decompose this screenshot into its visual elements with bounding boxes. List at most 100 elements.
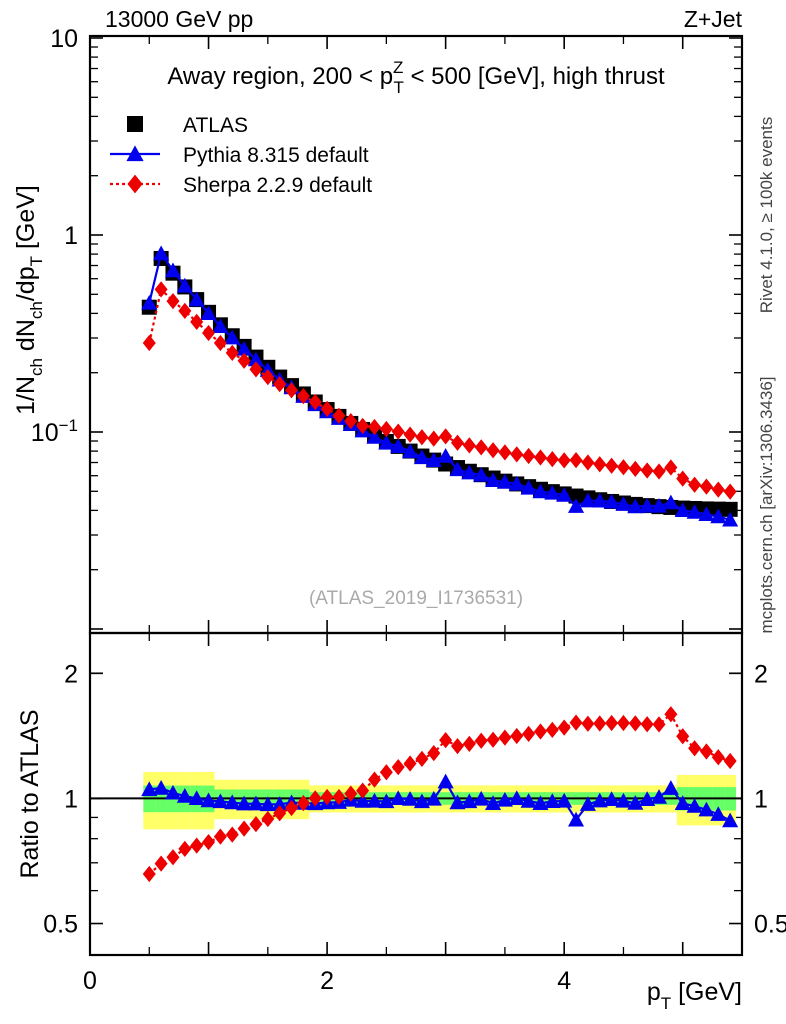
series-sherpa <box>142 281 737 500</box>
data-point-triangle <box>164 262 182 278</box>
data-point-diamond <box>154 855 168 872</box>
data-point-diamond <box>344 413 358 430</box>
data-point-diamond <box>605 714 619 732</box>
data-point-triangle <box>236 795 253 811</box>
data-point-diamond <box>391 423 405 440</box>
data-point-diamond <box>344 785 358 802</box>
data-point-diamond <box>557 452 571 469</box>
data-point-diamond <box>356 417 370 434</box>
data-point-diamond <box>237 352 251 369</box>
data-point-triangle <box>200 305 217 321</box>
header-beam-label: 13000 GeV pp <box>105 6 253 32</box>
data-point-diamond <box>190 837 204 854</box>
data-point-diamond <box>225 826 239 843</box>
data-point-diamond <box>486 731 500 748</box>
data-point-triangle <box>627 795 644 810</box>
data-point-triangle <box>520 479 537 495</box>
data-point-diamond <box>296 388 310 405</box>
data-point-diamond <box>213 828 227 845</box>
x-axis-title: pT [GeV] <box>647 978 742 1013</box>
data-point-diamond <box>664 706 678 723</box>
data-point-diamond <box>213 334 227 352</box>
data-point-triangle <box>603 493 620 509</box>
data-point-diamond <box>711 481 725 498</box>
data-point-diamond <box>249 816 263 833</box>
data-point-diamond <box>486 442 500 459</box>
data-point-diamond <box>379 764 393 781</box>
data-point-diamond <box>142 865 156 883</box>
data-point-triangle <box>366 792 383 808</box>
data-point-triangle <box>378 793 395 809</box>
data-point-diamond <box>273 375 287 393</box>
data-point-triangle <box>126 145 144 162</box>
data-point-triangle <box>473 466 490 482</box>
data-point-diamond <box>285 799 299 817</box>
data-point-triangle <box>390 438 407 454</box>
data-point-triangle <box>710 508 727 524</box>
data-point-diamond <box>593 456 607 473</box>
data-point-triangle <box>603 791 620 806</box>
data-point-triangle <box>402 443 419 459</box>
data-point-triangle <box>722 812 739 828</box>
data-point-diamond <box>569 451 583 469</box>
data-point-triangle <box>591 792 608 808</box>
data-point-diamond <box>688 476 702 493</box>
data-point-triangle <box>247 795 265 811</box>
data-point-diamond <box>676 470 690 487</box>
data-point-diamond <box>581 454 595 471</box>
ratio-panel-frame <box>88 631 744 957</box>
main-series-group <box>141 245 739 527</box>
data-point-diamond <box>616 459 630 476</box>
data-point-triangle <box>141 781 158 797</box>
data-point-diamond <box>202 833 216 851</box>
data-point-triangle <box>413 793 430 809</box>
data-point-triangle <box>639 497 656 513</box>
data-point-triangle <box>508 475 525 491</box>
data-point-diamond <box>450 737 464 755</box>
data-point-triangle <box>425 790 442 806</box>
data-point-diamond <box>225 344 239 362</box>
data-point-diamond <box>699 743 713 760</box>
data-point-triangle <box>461 464 478 480</box>
data-point-diamond <box>190 313 204 331</box>
data-point-triangle <box>473 790 490 806</box>
main-y-axis-ticks <box>90 37 742 630</box>
data-point-diamond <box>474 439 488 456</box>
data-point-diamond <box>308 393 322 411</box>
data-point-diamond <box>261 810 275 828</box>
data-point-square <box>127 116 143 132</box>
data-point-diamond <box>261 368 275 386</box>
data-point-diamond <box>166 292 180 310</box>
series-line <box>148 250 731 521</box>
data-point-triangle <box>449 794 466 810</box>
data-point-triangle <box>496 473 513 489</box>
data-point-triangle <box>615 792 632 808</box>
data-point-diamond <box>391 759 405 776</box>
data-point-diamond <box>403 755 417 772</box>
data-point-triangle <box>650 789 668 804</box>
data-point-triangle <box>544 484 561 500</box>
data-point-diamond <box>403 426 417 443</box>
data-point-triangle <box>378 434 395 450</box>
data-point-triangle <box>698 506 715 521</box>
data-point-triangle <box>354 793 371 808</box>
data-point-diamond <box>474 732 488 749</box>
ratio-y-tick-label-right: 0.5 <box>754 911 786 939</box>
data-point-triangle <box>176 788 193 803</box>
ratio-y-tick-label-right: 2 <box>754 660 768 688</box>
data-point-diamond <box>593 715 607 732</box>
data-point-diamond <box>154 281 168 298</box>
data-point-diamond <box>711 749 725 766</box>
main-y-tick-label: 10−1 <box>31 416 78 447</box>
data-point-diamond <box>699 478 713 495</box>
main-y-tick-label: 10 <box>50 25 78 53</box>
data-point-diamond <box>427 745 441 762</box>
data-point-triangle <box>224 794 241 810</box>
data-point-triangle <box>698 801 715 817</box>
data-point-triangle <box>413 449 430 465</box>
data-point-triangle <box>153 780 170 795</box>
data-point-diamond <box>356 782 370 799</box>
data-point-diamond <box>510 446 524 463</box>
data-point-triangle <box>556 792 573 808</box>
